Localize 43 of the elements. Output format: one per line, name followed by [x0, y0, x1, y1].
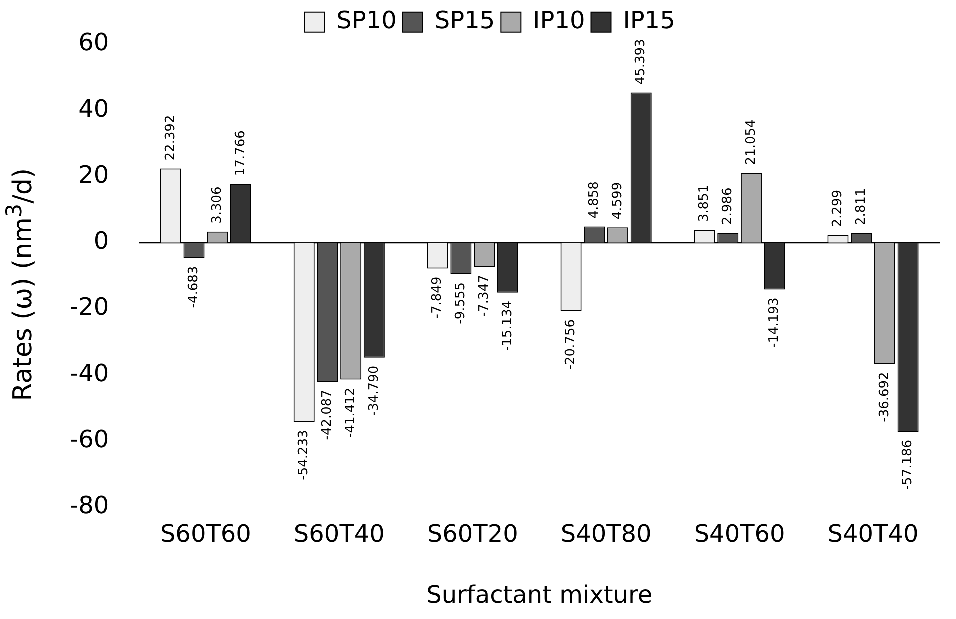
- x-tick-label: S60T40: [294, 520, 385, 548]
- x-tick-label: S60T20: [427, 520, 518, 548]
- data-label: -20.756: [564, 319, 579, 370]
- x-tick-label: S60T60: [160, 520, 252, 548]
- x-tick-label: S40T80: [560, 520, 652, 548]
- x-tick-label: S40T60: [694, 520, 786, 548]
- data-label: 4.858: [587, 182, 602, 219]
- data-label: -54.233: [296, 430, 312, 480]
- y-tick-label: 20: [78, 160, 110, 189]
- y-tick-label: 40: [78, 94, 110, 123]
- data-label: 2.986: [720, 188, 736, 225]
- legend-label: SP10: [336, 6, 397, 35]
- data-label: 22.392: [163, 115, 178, 161]
- data-label: 3.306: [210, 186, 225, 224]
- legend-label: SP15: [434, 6, 496, 35]
- y-tick-label: 60: [78, 28, 110, 57]
- y-tick-label: -80: [70, 492, 110, 520]
- data-label: 2.299: [830, 190, 846, 228]
- data-label: 21.054: [744, 120, 759, 166]
- data-label: -36.692: [877, 372, 892, 422]
- x-tick-label: S40T40: [828, 520, 919, 548]
- data-label: 17.766: [233, 130, 248, 176]
- y-tick-label: -40: [70, 359, 110, 388]
- data-label: -7.849: [430, 276, 446, 319]
- data-label: 2.811: [854, 188, 869, 226]
- y-tick-label: -20: [70, 293, 110, 322]
- data-label: 4.599: [610, 182, 626, 220]
- data-label: -9.555: [454, 282, 469, 324]
- legend-label: IP10: [533, 6, 586, 35]
- data-label: -7.347: [476, 275, 492, 318]
- data-label: -4.683: [186, 266, 202, 308]
- legend-label: IP15: [623, 6, 676, 35]
- data-label: -41.412: [343, 388, 358, 438]
- data-label: -42.087: [320, 390, 336, 440]
- data-label: 3.851: [697, 184, 712, 222]
- x-axis-title: Surfactant mixture: [426, 580, 653, 609]
- data-label: -57.186: [900, 440, 916, 490]
- y-tick-label: 0: [94, 227, 110, 256]
- data-label: -14.193: [767, 298, 782, 348]
- data-label: -15.134: [500, 300, 516, 352]
- data-label: -34.790: [366, 366, 382, 416]
- data-label: 45.393: [634, 39, 649, 85]
- y-tick-label: -60: [70, 425, 110, 454]
